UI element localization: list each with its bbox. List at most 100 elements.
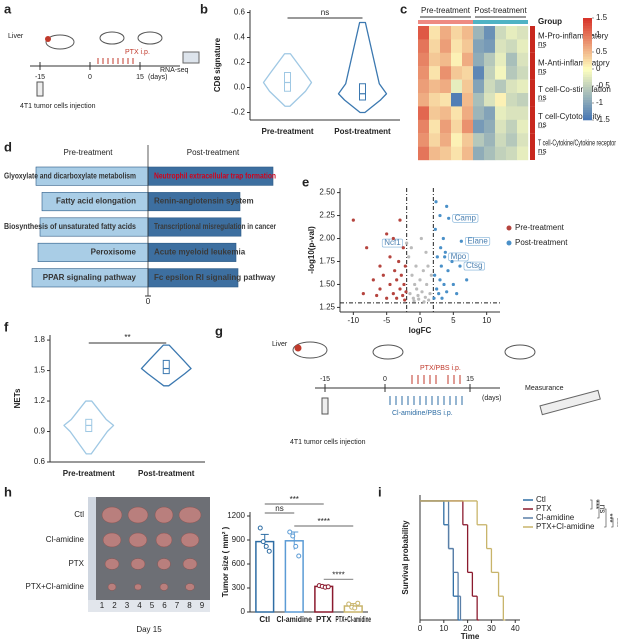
point [401,246,405,250]
point [388,282,392,287]
point [422,300,426,304]
heatmap-cell [506,52,518,67]
heatmap-cell [462,26,474,40]
color-bar-segment [583,30,592,34]
significance-bracket [590,499,593,510]
ruler-number: 8 [187,601,192,610]
row-label: Cl-amidine [46,535,85,544]
y-tick-label: 1200 [227,511,245,520]
heatmap-cell [517,26,529,40]
color-bar-segment [583,69,592,72]
x-tick-label: -10 [348,316,360,325]
color-bar-segment [583,91,592,95]
significance-label: ** [124,333,130,342]
ruler-number: 7 [175,601,180,610]
heatmap-cell [484,133,496,147]
heatmap-cell [517,93,529,107]
color-bar-segment [583,66,592,70]
significance-label: *** [591,500,600,509]
color-bar-label: 0.5 [596,47,608,56]
heatmap-cell [506,66,518,80]
violin [140,344,192,387]
bar-label: Peroxisome [91,248,137,257]
box [284,72,291,92]
point [433,273,437,277]
color-bar-label: -1 [596,98,604,107]
syringe-icon [321,397,329,415]
heatmap-cell [418,79,430,94]
point [402,282,406,287]
point [385,296,389,300]
panel-label: f [4,319,9,334]
y-axis-label: NETs [13,388,22,408]
heatmap-cell [429,133,441,147]
point [398,287,402,291]
heatmap-cell [429,52,441,67]
point [397,259,401,264]
scheme-text: 0 [88,74,92,81]
heatmap-cell [451,52,463,67]
group-annotation [530,26,535,53]
color-bar-segment [583,97,592,100]
point [451,282,455,287]
heatmap-cell [506,146,518,161]
scheme-text: PTX/PBS i.p. [420,365,461,372]
column-group-label: Pre-treatment [421,6,471,15]
point [391,236,395,241]
heatmap-cell [418,119,430,134]
heatmap-cell [495,106,507,120]
ruler-number: 3 [125,601,130,610]
violin [262,53,313,107]
heatmap-cell [462,106,474,120]
row-group-label: T cell-Cytotoxicity [538,112,601,121]
heatmap-cell [517,79,529,94]
heatmap-cell [451,66,463,80]
panel-label: c [400,1,407,16]
heatmap-cell [473,133,485,147]
point-label-box [448,252,469,262]
x-tick-label: 20 [463,624,472,633]
injection-marks [97,58,134,64]
color-bar-segment [583,53,592,57]
scheme-text: (days) [148,74,167,81]
point [409,246,413,250]
point-label: Ctsg [466,261,482,270]
color-bar-segment [583,23,592,26]
point [408,292,412,296]
color-bar-segment [583,74,592,77]
color-bar-segment [583,79,592,83]
legend-label: PTX [536,504,552,513]
heatmap-cell [462,133,474,147]
point [407,255,411,259]
point [445,290,449,294]
y-axis-label: CD8 signature [213,37,222,92]
significance-label: *** [605,513,614,522]
heatmap-cell [451,26,463,40]
group-annotation [530,106,535,134]
scheme-text: Cl-amidine/PBS i.p. [392,410,453,417]
heatmap-cell [451,106,463,120]
y-tick-label: 2.00 [319,234,335,243]
heatmap-cell [484,146,496,161]
point [403,264,407,268]
heatmap-cell [429,119,441,134]
point [445,204,449,208]
color-bar-segment [583,43,592,47]
point [371,278,375,282]
point [446,269,450,273]
point [361,292,365,296]
x-tick-label: 30 [487,624,496,633]
mouse-icon [45,34,75,50]
x-tick-label: Pre-treatment [63,469,115,478]
heatmap-cell [473,106,485,120]
x-tick-label: 40 [511,624,520,633]
group-header: Group [538,17,562,26]
panel-label: i [378,484,382,499]
column-annotation [451,20,462,24]
scheme-text: 4T1 tumor cells injection [20,103,96,110]
point [415,287,419,291]
data-point [355,600,361,606]
heatmap-cell [429,66,441,80]
heatmap-cell [473,93,485,107]
